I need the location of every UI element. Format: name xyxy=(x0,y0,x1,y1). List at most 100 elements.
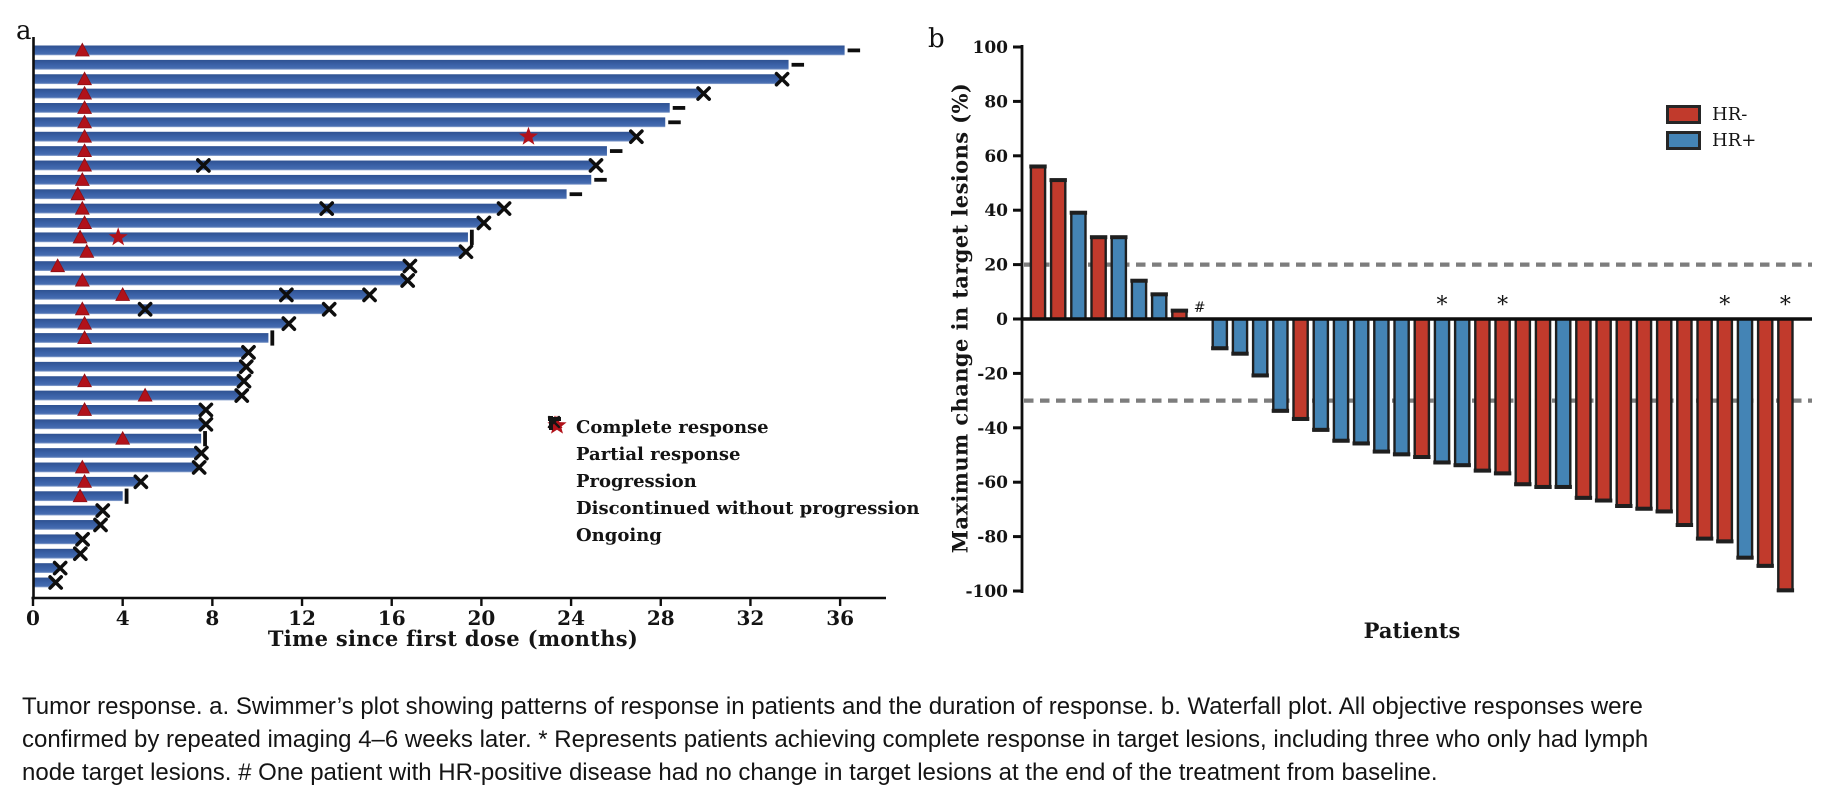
swimmer-bar xyxy=(33,59,789,70)
swimmer-bar xyxy=(33,347,246,358)
swimmer-row xyxy=(33,575,64,590)
progression-x-marker xyxy=(496,201,512,216)
partial-response-triangle-marker xyxy=(79,243,95,258)
progression-x-marker xyxy=(52,560,68,576)
bar-hr-negative xyxy=(1090,236,1107,321)
partial-response-triangle-marker xyxy=(77,315,93,330)
waterfall-bar-group xyxy=(1251,317,1269,378)
partial-response-triangle-marker xyxy=(77,85,93,100)
y-tick-label: 100 xyxy=(973,38,1009,58)
discontinued-bar-marker xyxy=(203,431,207,447)
swimmer-row xyxy=(33,243,474,260)
partial-response-triangle-marker xyxy=(77,71,93,86)
swimmer-bar xyxy=(33,333,269,343)
swimmer-row xyxy=(33,560,68,576)
bar-hr-negative xyxy=(1615,317,1633,508)
swimmer-row xyxy=(33,517,108,533)
x-tick-label: 32 xyxy=(737,606,765,630)
waterfall-bar-group xyxy=(1089,235,1108,321)
waterfall-bar-group xyxy=(1695,317,1714,541)
progression-x-marker xyxy=(238,359,254,375)
legend-item-hr-negative: HR- xyxy=(1666,101,1756,127)
swimmer-plot: 0 4 8 12 16 20 24 28 32 36 xyxy=(26,37,886,630)
bar-end-cap xyxy=(1514,482,1532,487)
bar-end-cap xyxy=(1130,278,1148,283)
waterfall-bar-group xyxy=(1534,317,1552,489)
swimmer-bar xyxy=(33,462,197,473)
swimmer-row xyxy=(33,459,207,475)
bar-end-cap xyxy=(1473,468,1492,473)
swimmer-x-axis-title: Time since first dose (months) xyxy=(267,626,639,651)
bar-hr-positive xyxy=(1312,317,1330,432)
bar-end-cap xyxy=(1069,210,1088,215)
swimmer-bar xyxy=(33,577,54,588)
bar-end-cap xyxy=(1352,441,1370,446)
waterfall-bar-group xyxy=(1453,317,1471,468)
ongoing-dash-marker xyxy=(569,192,583,197)
swimmer-bar xyxy=(33,261,408,271)
progression-x-marker xyxy=(319,201,335,216)
x-tick-label: 16 xyxy=(378,606,406,630)
legend-item-progression: Progression xyxy=(546,415,919,495)
no-change-hash-marker: # xyxy=(1194,300,1206,316)
caption-line: Tumor response. a. Swimmer’s plot showin… xyxy=(22,693,1643,720)
bar-hr-positive xyxy=(1352,317,1370,446)
bar-hr-negative xyxy=(1575,317,1592,500)
bar-end-cap xyxy=(1413,455,1431,460)
bar-hr-positive xyxy=(1231,317,1249,356)
bar-end-cap xyxy=(1312,427,1330,432)
bar-end-cap xyxy=(1271,408,1290,413)
bar-hr-positive xyxy=(1332,317,1350,443)
progression-x-marker xyxy=(234,388,250,403)
waterfall-bar-group xyxy=(1352,317,1370,446)
swimmer-bar xyxy=(33,103,670,113)
x-tick-label: 36 xyxy=(826,606,854,630)
bar-hr-positive xyxy=(1211,317,1229,351)
swimmer-row xyxy=(33,114,681,129)
waterfall-bar-group: * xyxy=(1776,293,1795,593)
ongoing-dash-marker xyxy=(791,62,805,67)
progression-x-marker xyxy=(774,71,790,87)
waterfall-bar-group xyxy=(1413,317,1431,460)
bar-end-cap xyxy=(1675,523,1694,528)
bar-hr-positive xyxy=(1736,317,1754,560)
bar-hr-positive xyxy=(1393,317,1410,457)
swimmer-bar xyxy=(33,160,594,171)
swimmer-row xyxy=(33,503,111,518)
bar-hr-positive xyxy=(1373,317,1390,454)
waterfall-bar-group xyxy=(1675,317,1694,528)
partial-response-triangle-marker xyxy=(74,272,90,287)
waterfall-bar-group xyxy=(1574,317,1593,500)
legend-label: Partial response xyxy=(576,444,741,465)
partial-response-triangle-marker xyxy=(77,157,93,172)
panel-a-label: a xyxy=(16,16,32,46)
partial-response-triangle-marker xyxy=(115,430,131,445)
discontinued-bar-marker xyxy=(270,330,275,346)
progression-x-marker xyxy=(236,373,252,389)
swimmer-row xyxy=(33,215,492,231)
partial-response-triangle-marker xyxy=(77,143,93,158)
bar-end-cap xyxy=(1211,346,1229,351)
y-tick-label: 20 xyxy=(984,256,1008,276)
swimmer-bar xyxy=(33,376,242,387)
partial-response-triangle-marker xyxy=(74,459,90,474)
swimmer-bar xyxy=(33,520,99,530)
bar-end-cap xyxy=(1110,235,1128,240)
partial-response-triangle-marker xyxy=(74,200,90,215)
swimmer-bar xyxy=(33,232,468,243)
swimmer-bar xyxy=(33,146,607,156)
swimmer-legend: Complete response Partial response Progr… xyxy=(546,414,919,549)
progression-x-marker xyxy=(48,575,64,590)
waterfall-bar-group: # xyxy=(1194,300,1206,316)
bar-end-cap xyxy=(1736,555,1754,560)
progression-x-marker xyxy=(75,531,90,547)
waterfall-bar-group xyxy=(1332,317,1350,443)
swimmer-row xyxy=(33,200,512,216)
progression-x-marker xyxy=(458,244,474,260)
swimmer-bar xyxy=(33,203,502,214)
swimmer-bar xyxy=(33,189,567,200)
progression-x-marker xyxy=(241,345,256,360)
progression-x-marker xyxy=(629,129,644,145)
swimmer-row xyxy=(33,373,252,389)
partial-response-triangle-marker xyxy=(74,171,90,186)
